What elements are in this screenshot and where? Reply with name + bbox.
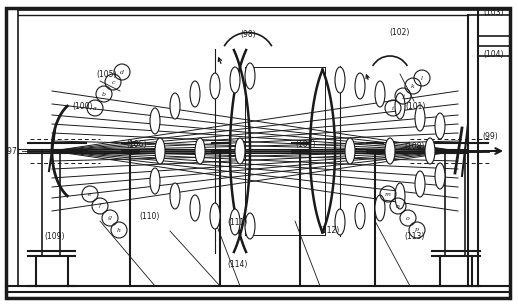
Ellipse shape — [335, 209, 345, 235]
Ellipse shape — [425, 138, 435, 164]
Ellipse shape — [415, 105, 425, 131]
Text: a: a — [93, 106, 97, 110]
Text: (108): (108) — [405, 141, 425, 151]
Ellipse shape — [150, 168, 160, 194]
Text: g: g — [108, 215, 112, 221]
Text: l: l — [421, 76, 423, 80]
Text: (114): (114) — [228, 259, 248, 268]
Text: (101): (101) — [406, 102, 426, 110]
Text: (112): (112) — [320, 226, 340, 234]
Ellipse shape — [190, 195, 200, 221]
Text: h: h — [117, 227, 121, 233]
Text: (107): (107) — [296, 140, 316, 148]
Text: i: i — [392, 106, 394, 110]
Text: j: j — [402, 94, 404, 99]
Text: p: p — [415, 227, 419, 233]
Text: (104): (104) — [484, 50, 504, 58]
Text: n: n — [396, 203, 400, 208]
Ellipse shape — [190, 81, 200, 107]
Ellipse shape — [435, 113, 445, 139]
Ellipse shape — [210, 73, 220, 99]
Text: k: k — [411, 84, 415, 88]
Ellipse shape — [155, 138, 165, 164]
Text: (105): (105) — [97, 69, 117, 79]
Text: (98): (98) — [240, 29, 256, 39]
Ellipse shape — [435, 163, 445, 189]
Text: b: b — [102, 91, 106, 96]
Ellipse shape — [415, 171, 425, 197]
Ellipse shape — [230, 67, 240, 93]
Ellipse shape — [170, 93, 180, 119]
Text: (97): (97) — [4, 147, 20, 155]
Text: (111): (111) — [228, 218, 248, 226]
Ellipse shape — [395, 93, 405, 119]
Ellipse shape — [385, 138, 395, 164]
Ellipse shape — [235, 138, 245, 164]
Ellipse shape — [335, 67, 345, 93]
Ellipse shape — [375, 195, 385, 221]
Ellipse shape — [170, 183, 180, 209]
Text: c: c — [111, 80, 115, 84]
Ellipse shape — [345, 138, 355, 164]
Text: e: e — [88, 192, 92, 196]
Ellipse shape — [355, 203, 365, 229]
Ellipse shape — [375, 81, 385, 107]
Ellipse shape — [245, 63, 255, 89]
Text: (100): (100) — [73, 102, 93, 110]
Text: (113): (113) — [405, 232, 425, 241]
Text: (109): (109) — [45, 232, 65, 241]
Ellipse shape — [150, 108, 160, 134]
Ellipse shape — [210, 203, 220, 229]
Text: (102): (102) — [390, 28, 410, 36]
Ellipse shape — [230, 209, 240, 235]
Text: (110): (110) — [140, 211, 160, 221]
Ellipse shape — [195, 138, 205, 164]
Text: (106): (106) — [127, 140, 147, 148]
Text: (99): (99) — [482, 132, 498, 140]
Text: o: o — [406, 215, 410, 221]
Ellipse shape — [395, 183, 405, 209]
Text: (103): (103) — [484, 8, 504, 17]
Text: f: f — [99, 203, 101, 208]
Ellipse shape — [245, 213, 255, 239]
Text: m: m — [385, 192, 391, 196]
Ellipse shape — [355, 73, 365, 99]
Text: d: d — [120, 69, 124, 74]
